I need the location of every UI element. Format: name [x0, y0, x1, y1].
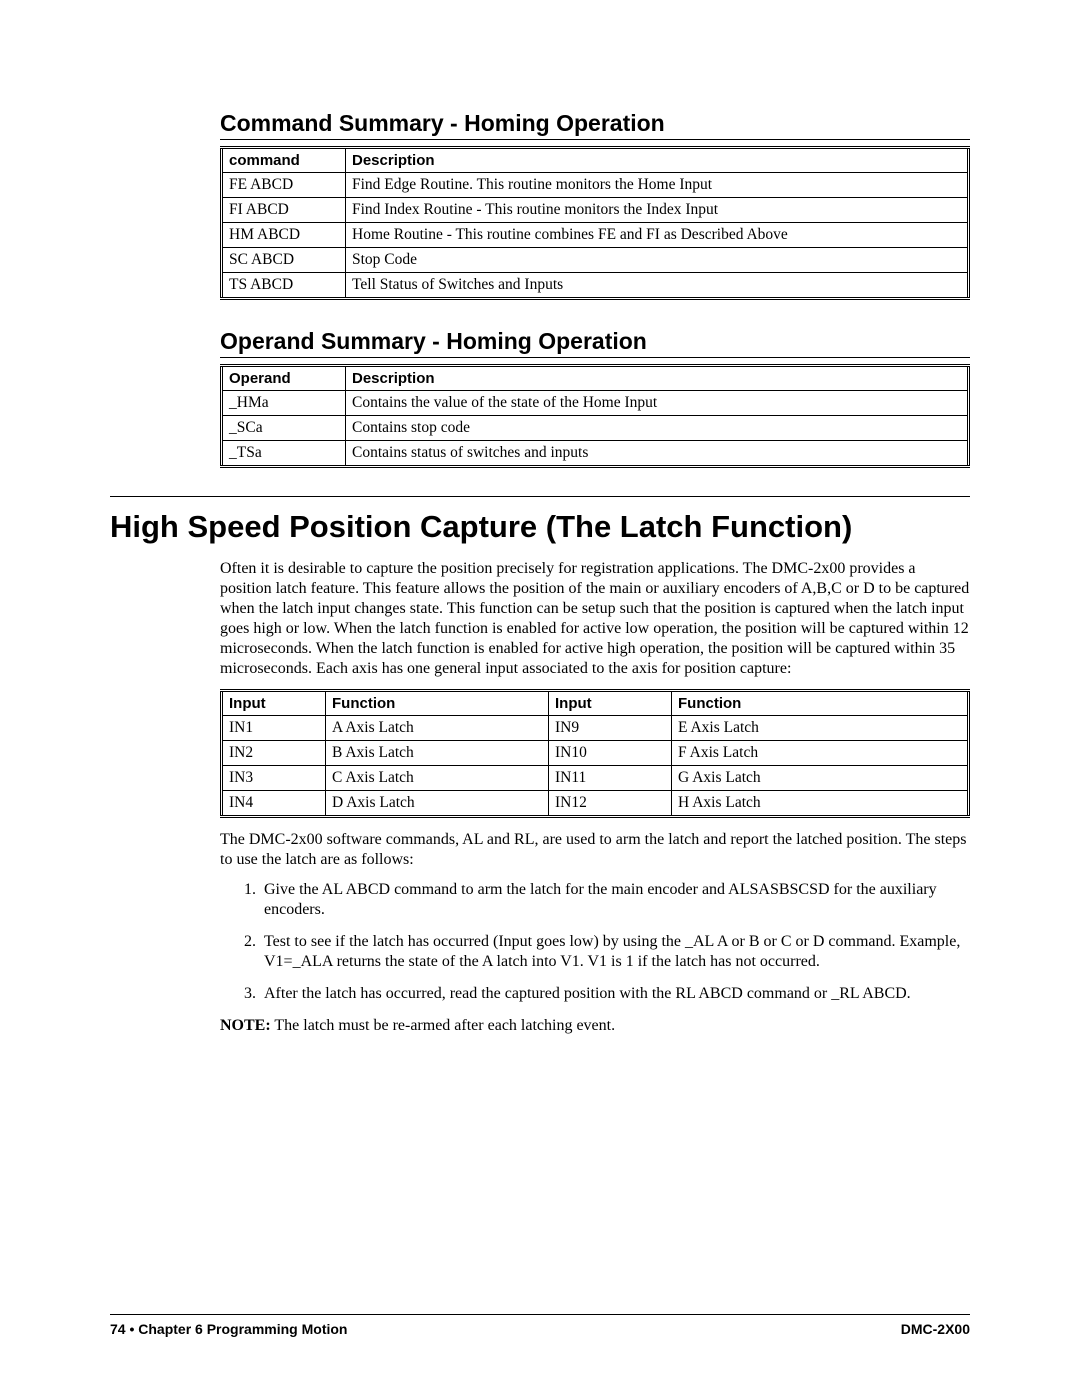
table-row: IN2B Axis LatchIN10F Axis Latch	[222, 741, 969, 766]
table-row: _HMaContains the value of the state of t…	[222, 391, 969, 416]
cell: Contains stop code	[346, 416, 969, 441]
table-header-row: Operand Description	[222, 366, 969, 391]
table-row: SC ABCDStop Code	[222, 248, 969, 273]
cell: H Axis Latch	[672, 791, 969, 817]
note-label: NOTE:	[220, 1017, 271, 1034]
latch-steps-intro: The DMC-2x00 software commands, AL and R…	[220, 830, 970, 870]
footer-left: 74 • Chapter 6 Programming Motion	[110, 1321, 348, 1337]
cell: Tell Status of Switches and Inputs	[346, 273, 969, 299]
cell: IN11	[549, 766, 672, 791]
th-operand: Operand	[222, 366, 346, 391]
cell: FI ABCD	[222, 198, 346, 223]
note-text: The latch must be re-armed after each la…	[271, 1017, 615, 1034]
table-row: _SCaContains stop code	[222, 416, 969, 441]
latch-steps-list: Give the AL ABCD command to arm the latc…	[220, 880, 970, 1004]
list-item: Test to see if the latch has occurred (I…	[260, 932, 970, 972]
operand-summary-heading: Operand Summary - Homing Operation	[220, 328, 970, 358]
table-header-row: command Description	[222, 148, 969, 173]
th-command: command	[222, 148, 346, 173]
cell: SC ABCD	[222, 248, 346, 273]
content-block-2: Often it is desirable to capture the pos…	[220, 559, 970, 1036]
table-row: FE ABCDFind Edge Routine. This routine m…	[222, 173, 969, 198]
cell: Find Edge Routine. This routine monitors…	[346, 173, 969, 198]
cell: F Axis Latch	[672, 741, 969, 766]
command-summary-heading: Command Summary - Homing Operation	[220, 110, 970, 140]
note-paragraph: NOTE: The latch must be re-armed after e…	[220, 1016, 970, 1036]
cell: Home Routine - This routine combines FE …	[346, 223, 969, 248]
th-description: Description	[346, 366, 969, 391]
cell: HM ABCD	[222, 223, 346, 248]
main-heading: High Speed Position Capture (The Latch F…	[110, 496, 970, 545]
table-header-row: Input Function Input Function	[222, 691, 969, 716]
cell: _TSa	[222, 441, 346, 467]
th-input: Input	[222, 691, 326, 716]
cell: B Axis Latch	[326, 741, 549, 766]
table-row: _TSaContains status of switches and inpu…	[222, 441, 969, 467]
content-block: Command Summary - Homing Operation comma…	[220, 110, 970, 468]
cell: _HMa	[222, 391, 346, 416]
operand-summary-table: Operand Description _HMaContains the val…	[220, 364, 970, 468]
table-row: FI ABCDFind Index Routine - This routine…	[222, 198, 969, 223]
cell: Stop Code	[346, 248, 969, 273]
page-footer: 74 • Chapter 6 Programming Motion DMC-2X…	[110, 1314, 970, 1337]
cell: TS ABCD	[222, 273, 346, 299]
th-function: Function	[326, 691, 549, 716]
cell: IN4	[222, 791, 326, 817]
document-page: Command Summary - Homing Operation comma…	[0, 0, 1080, 1397]
table-row: HM ABCDHome Routine - This routine combi…	[222, 223, 969, 248]
th-function2: Function	[672, 691, 969, 716]
cell: Contains status of switches and inputs	[346, 441, 969, 467]
command-summary-table: command Description FE ABCDFind Edge Rou…	[220, 146, 970, 300]
table-row: IN1A Axis LatchIN9E Axis Latch	[222, 716, 969, 741]
list-item: Give the AL ABCD command to arm the latc…	[260, 880, 970, 920]
cell: D Axis Latch	[326, 791, 549, 817]
table-row: TS ABCDTell Status of Switches and Input…	[222, 273, 969, 299]
footer-right: DMC-2X00	[901, 1321, 970, 1337]
cell: IN9	[549, 716, 672, 741]
cell: _SCa	[222, 416, 346, 441]
cell: E Axis Latch	[672, 716, 969, 741]
list-item: After the latch has occurred, read the c…	[260, 984, 970, 1004]
cell: FE ABCD	[222, 173, 346, 198]
latch-input-table: Input Function Input Function IN1A Axis …	[220, 689, 970, 818]
th-input2: Input	[549, 691, 672, 716]
cell: G Axis Latch	[672, 766, 969, 791]
th-description: Description	[346, 148, 969, 173]
cell: Contains the value of the state of the H…	[346, 391, 969, 416]
cell: IN1	[222, 716, 326, 741]
cell: Find Index Routine - This routine monito…	[346, 198, 969, 223]
latch-intro-paragraph: Often it is desirable to capture the pos…	[220, 559, 970, 679]
cell: A Axis Latch	[326, 716, 549, 741]
cell: C Axis Latch	[326, 766, 549, 791]
cell: IN3	[222, 766, 326, 791]
table-row: IN4D Axis LatchIN12H Axis Latch	[222, 791, 969, 817]
cell: IN12	[549, 791, 672, 817]
cell: IN2	[222, 741, 326, 766]
cell: IN10	[549, 741, 672, 766]
table-row: IN3C Axis LatchIN11G Axis Latch	[222, 766, 969, 791]
